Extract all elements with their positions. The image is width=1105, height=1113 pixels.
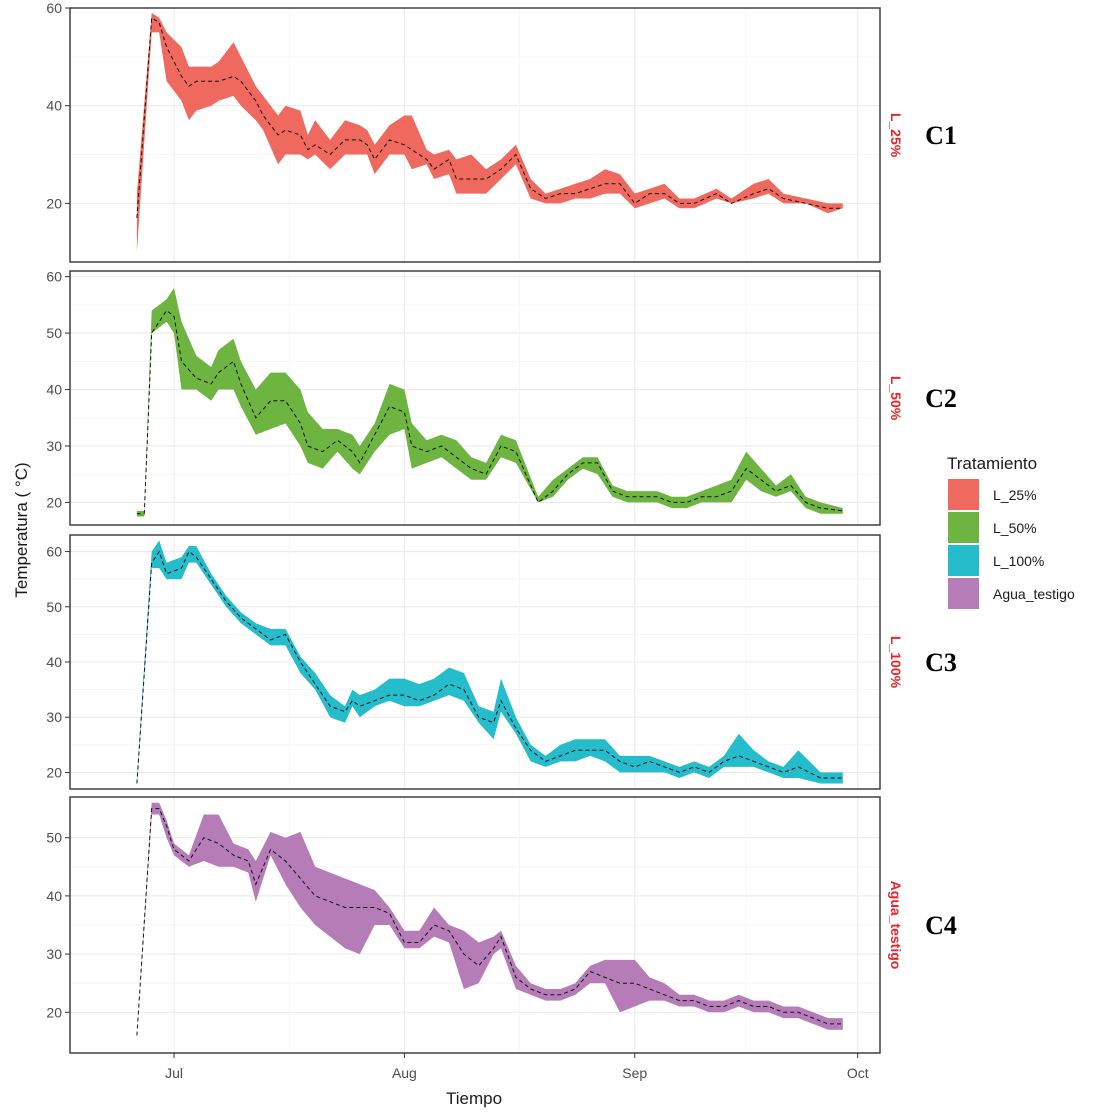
ribbon-band xyxy=(136,12,843,253)
x-tick-label: Oct xyxy=(847,1065,869,1081)
legend-swatch xyxy=(948,578,979,609)
mean-line xyxy=(136,309,843,515)
y-tick-label: 60 xyxy=(46,544,62,560)
mean-line xyxy=(136,16,843,219)
y-tick-label: 20 xyxy=(46,195,62,211)
legend-entry-label: L_25% xyxy=(993,487,1037,503)
panel-border xyxy=(69,7,881,263)
legend-entry-label: L_100% xyxy=(993,553,1044,569)
legend-swatch xyxy=(948,512,979,543)
facet-strip-label: L_50% xyxy=(888,376,904,421)
y-tick-label: 40 xyxy=(46,654,62,670)
legend-swatch xyxy=(948,479,979,510)
y-tick-label: 30 xyxy=(46,438,62,454)
ribbon-band xyxy=(136,540,843,784)
y-tick-label: 30 xyxy=(46,946,62,962)
mean-line xyxy=(136,550,843,784)
legend-entry-label: L_50% xyxy=(993,520,1037,536)
y-tick-label: 40 xyxy=(46,382,62,398)
y-tick-label: 40 xyxy=(46,888,62,904)
legend: Tratamiento L_25% L_50% L_100% Agua_testigo xyxy=(947,454,1075,609)
x-axis: Jul Aug Sep Oct xyxy=(165,1053,869,1081)
y-tick-label: 60 xyxy=(46,269,62,285)
panel-id-label: C2 xyxy=(925,384,957,413)
y-tick-label: 50 xyxy=(46,830,62,846)
panel-background xyxy=(70,8,880,262)
y-tick-label: 20 xyxy=(46,494,62,510)
panel-border xyxy=(69,270,881,526)
panel-4: 20 30 40 50 Agua_testigo C4 xyxy=(46,796,957,1054)
panel-id-label: C1 xyxy=(925,121,957,150)
ribbon-band xyxy=(136,287,843,517)
mean-line xyxy=(136,808,843,1036)
y-tick-label: 60 xyxy=(46,0,62,16)
panel-id-label: C3 xyxy=(925,648,957,677)
y-tick-label: 50 xyxy=(46,599,62,615)
x-tick-label: Jul xyxy=(165,1065,183,1081)
x-tick-label: Sep xyxy=(622,1065,647,1081)
panel-1: 20 40 60 L_25% C1 xyxy=(46,0,957,263)
facet-strip-label: L_25% xyxy=(888,113,904,158)
facet-strip-label: Agua_testigo xyxy=(888,881,904,970)
panel-2: 20 30 40 50 60 L_50% C2 xyxy=(46,269,957,526)
legend-title: Tratamiento xyxy=(947,454,1037,473)
panel-id-label: C4 xyxy=(925,911,957,940)
ribbon-band xyxy=(136,802,843,1036)
y-tick-label: 40 xyxy=(46,98,62,114)
panels-layer: 20 40 60 L_25% C1 20 30 40 50 60 L_50% C2 20 30 40 50 60… xyxy=(46,0,957,1054)
legend-entry-label: Agua_testigo xyxy=(993,586,1075,602)
legend-swatch xyxy=(948,545,979,576)
panel-3: 20 30 40 50 60 L_100% C3 xyxy=(46,534,957,790)
y-tick-label: 20 xyxy=(46,764,62,780)
y-axis-title: Temperatura ( °C) xyxy=(12,462,31,597)
facet-strip-label: L_100% xyxy=(888,636,904,689)
y-tick-label: 50 xyxy=(46,325,62,341)
panel-background xyxy=(70,271,880,525)
x-tick-label: Aug xyxy=(392,1065,417,1081)
x-axis-title: Tiempo xyxy=(446,1089,502,1108)
y-tick-label: 20 xyxy=(46,1004,62,1020)
y-tick-label: 30 xyxy=(46,709,62,725)
panel-border xyxy=(69,796,881,1054)
